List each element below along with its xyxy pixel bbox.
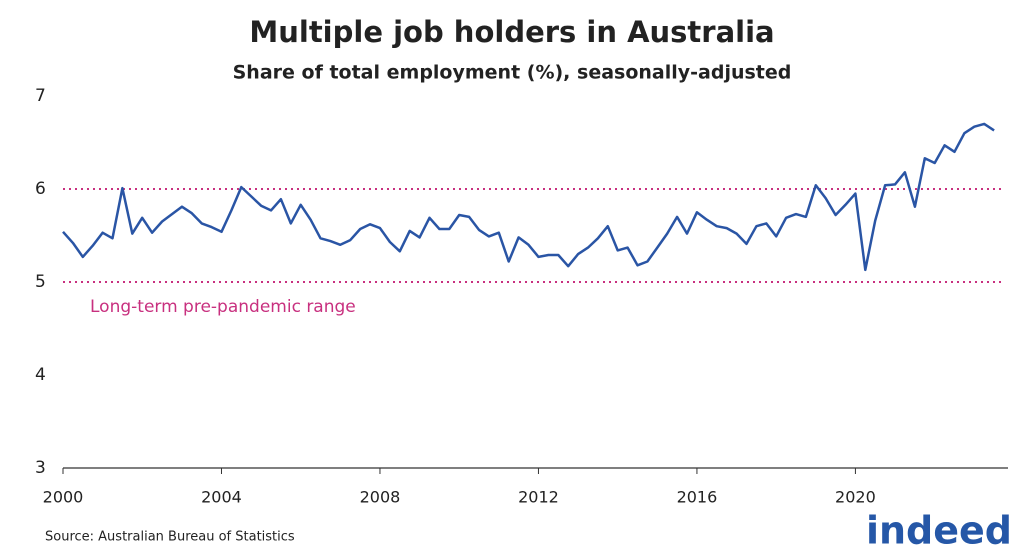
x-tick-label: 2004 [201,488,242,507]
y-tick-label: 4 [35,365,46,385]
y-tick-label: 3 [35,458,46,478]
y-tick-label: 7 [35,86,46,106]
source: Source: Australian Bureau of Statistics [45,530,295,545]
y-tick-label: 6 [35,179,46,199]
x-tick-label: 2016 [677,488,718,507]
x-tick-label: 2000 [43,488,84,507]
logo: indeed [866,509,1012,553]
annotation: Long-term pre-pandemic range [90,297,356,317]
chart-title: Multiple job holders in Australia [249,15,774,49]
data-line [62,122,995,272]
x-tick-label: 2012 [518,488,559,507]
chart-subtitle: Share of total employment (%), seasonall… [233,62,792,84]
x-tick-label: 2008 [360,488,401,507]
x-tick-label: 2020 [835,488,876,507]
y-tick-label: 5 [35,272,46,292]
